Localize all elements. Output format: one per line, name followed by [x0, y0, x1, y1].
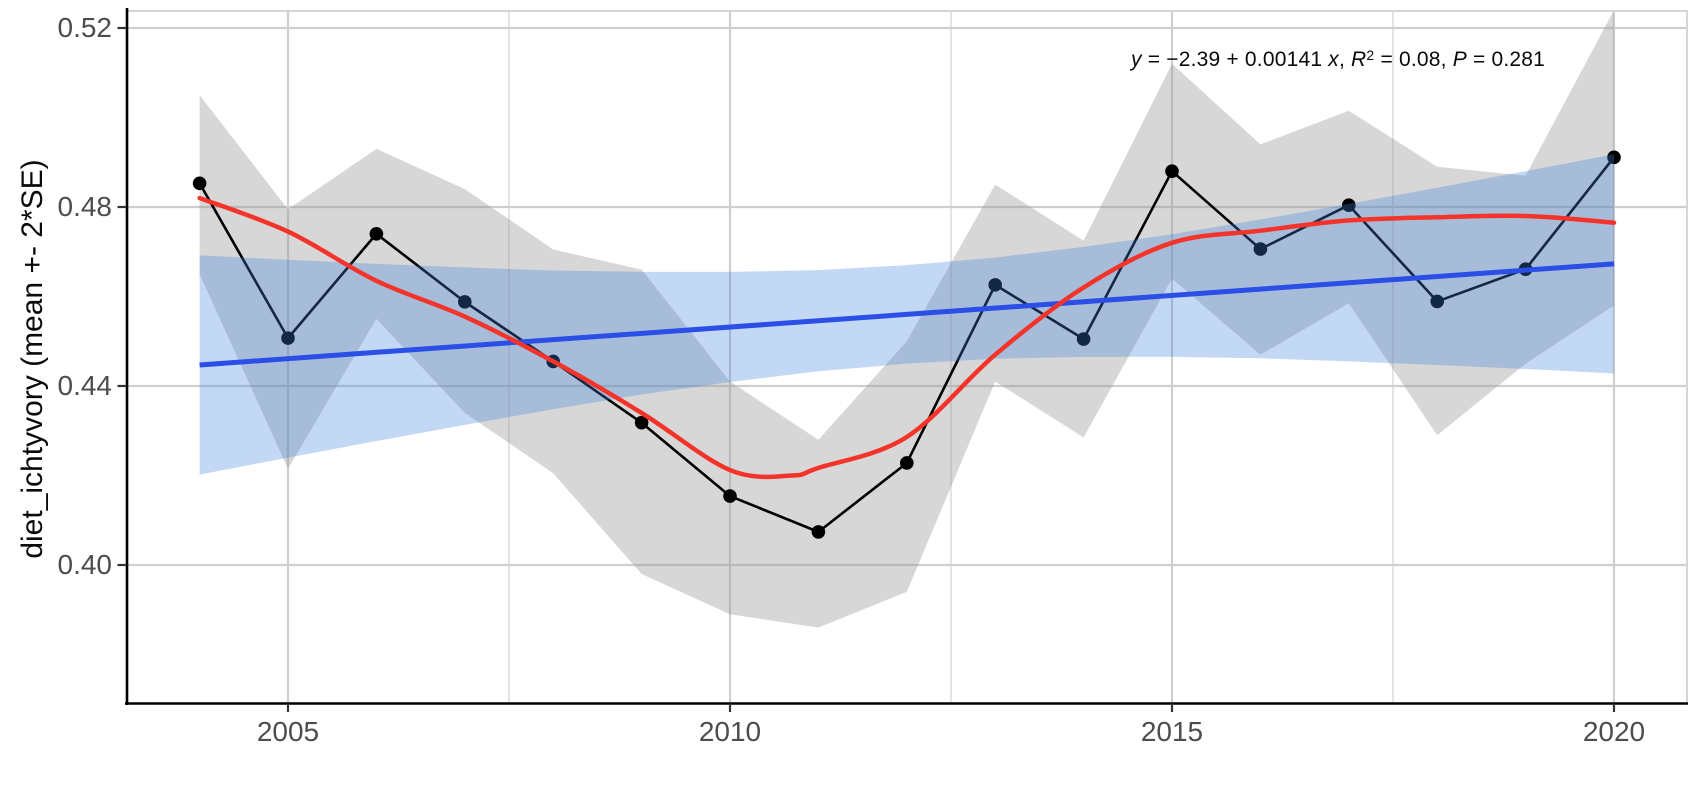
data-point [1165, 164, 1179, 178]
x-tick-label: 2020 [1582, 715, 1646, 747]
annotation-r-superscript: 2 [1366, 47, 1375, 63]
annotation-equation: = −2.39 + 0.00141 [1141, 48, 1329, 71]
regression-equation-annotation: y = −2.39 + 0.00141 x, R2 = 0.08, P = 0.… [1131, 47, 1545, 72]
annotation-comma: , [1338, 48, 1352, 71]
annotation-y-var: y [1131, 48, 1142, 71]
se-ribbon [199, 10, 1615, 628]
y-tick-label: 0.52 [57, 12, 113, 43]
data-point [811, 525, 826, 539]
panel-border [126, 10, 1688, 704]
data-point [634, 415, 649, 430]
y-tick-label: 0.40 [57, 549, 113, 580]
y-tick-label: 0.44 [57, 370, 113, 401]
annotation-r-var: R [1351, 48, 1367, 71]
x-tick-label: 2015 [1140, 715, 1204, 747]
loess-line [197, 195, 1617, 480]
lm-line [199, 261, 1615, 368]
data-point [1342, 198, 1356, 213]
annotation-p-value: = 0.281 [1466, 48, 1545, 71]
data-point [458, 295, 472, 309]
data-point [1607, 150, 1621, 165]
data-point [192, 176, 207, 191]
y-tick-label: 0.48 [57, 191, 113, 222]
annotation-x-var: x [1328, 48, 1339, 71]
data-point [1430, 294, 1444, 309]
data-point [723, 489, 737, 503]
x-tick-label: 2010 [698, 715, 762, 747]
data-point [1076, 332, 1091, 346]
data-layer [192, 10, 1621, 628]
data-point [988, 278, 1002, 292]
gridlines [126, 10, 1688, 704]
annotation-p-var: P [1452, 48, 1467, 71]
data-point [281, 331, 295, 345]
annotation-r-value: = 0.08, [1374, 48, 1453, 71]
tick-marks [117, 26, 1616, 712]
x-tick-label: 2005 [256, 715, 320, 747]
data-point [900, 456, 914, 470]
data-point [1253, 242, 1268, 256]
data-point [369, 227, 384, 241]
axis-lines [125, 8, 1688, 705]
